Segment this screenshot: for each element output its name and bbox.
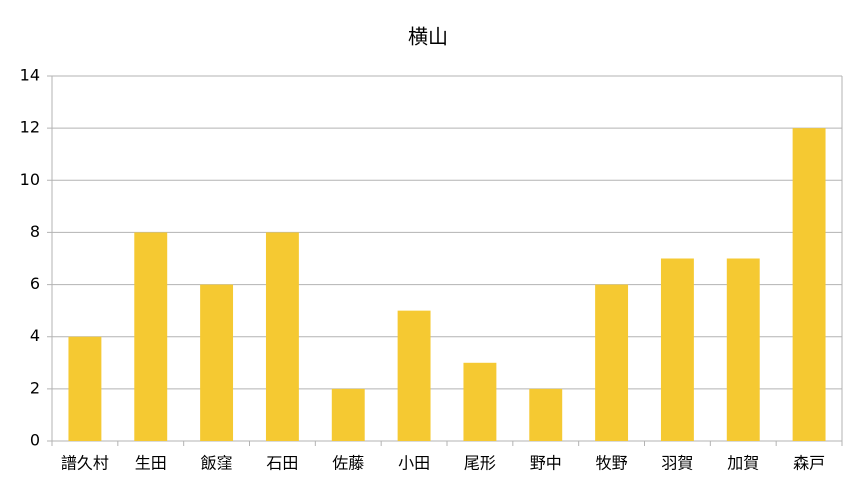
bar bbox=[68, 336, 102, 441]
bar bbox=[726, 258, 760, 441]
y-tick-label: 2 bbox=[30, 378, 40, 397]
y-tick-label: 10 bbox=[20, 170, 40, 189]
x-tick-label: 加賀 bbox=[727, 454, 759, 473]
y-tick-label: 0 bbox=[30, 431, 40, 450]
bar bbox=[397, 310, 431, 441]
x-tick-label: 野中 bbox=[530, 454, 562, 473]
bar bbox=[660, 258, 694, 441]
y-tick-label: 6 bbox=[30, 274, 40, 293]
y-tick-label: 4 bbox=[30, 326, 40, 345]
x-tick-label: 譜久村 bbox=[61, 454, 109, 473]
x-tick-label: 牧野 bbox=[596, 454, 628, 473]
y-tick-label: 8 bbox=[30, 222, 40, 241]
bar bbox=[595, 284, 629, 441]
x-tick-label: 尾形 bbox=[464, 454, 496, 473]
x-tick-label: 小田 bbox=[398, 454, 430, 473]
chart-title: 横山 bbox=[408, 25, 448, 49]
x-tick-label: 佐藤 bbox=[332, 454, 364, 473]
x-tick-label: 飯窪 bbox=[201, 454, 233, 473]
x-tick-label: 羽賀 bbox=[661, 454, 693, 473]
bar bbox=[529, 388, 563, 441]
bar bbox=[265, 232, 299, 441]
x-tick-label: 生田 bbox=[135, 454, 167, 473]
bar bbox=[200, 284, 234, 441]
bar bbox=[331, 388, 365, 441]
x-tick-label: 石田 bbox=[266, 454, 298, 473]
x-tick-label: 森戸 bbox=[793, 454, 825, 473]
y-tick-label: 12 bbox=[20, 118, 40, 137]
bar bbox=[463, 362, 497, 441]
y-tick-label: 14 bbox=[20, 66, 40, 85]
bar bbox=[792, 128, 826, 441]
bar bbox=[134, 232, 168, 441]
